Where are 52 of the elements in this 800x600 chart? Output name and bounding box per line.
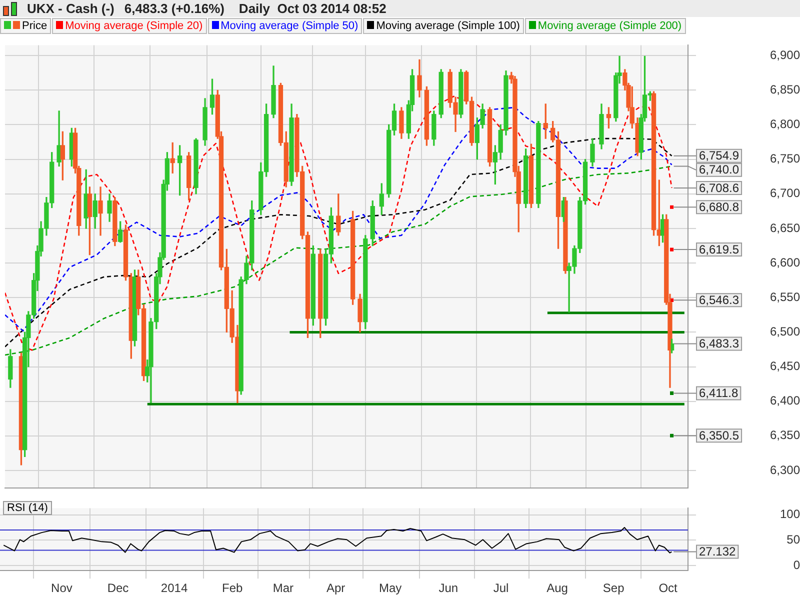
x-tick-label: Sep [602,581,625,596]
y-tick-label: 6,550 [770,290,800,304]
point [670,205,674,209]
y-tick-label: 6,750 [770,152,800,166]
x-tick-label: Nov [51,581,72,596]
x-tick-label: Mar [272,581,294,596]
chart-subtitle: 6,483.3 (+0.16%) Daily Oct 03 2014 08:52 [124,1,386,16]
y-tick-label: 100 [780,507,800,522]
x-tick-label: 2014 [160,581,188,596]
x-tick-label: May [378,581,402,596]
point [670,391,674,395]
y-tick-label: 6,900 [770,48,800,62]
y-tick-label: 6,450 [770,359,800,374]
annotation: 6,546.3 [699,292,740,307]
annotation: 6,680.8 [699,200,740,214]
annotation: 6,708.6 [699,180,740,195]
line-series [5,166,672,356]
annotation: 6,411.8 [699,386,738,400]
y-tick-label: 6,350 [770,428,800,442]
chart-title: RSI (14) [3,501,52,515]
y-tick-label: 6,500 [770,324,800,339]
point [670,434,674,438]
y-tick-label: 6,800 [770,117,800,132]
annotation: 6,483.3 [699,336,740,351]
point [670,248,674,252]
chart-title: UKX - Cash (-) [27,1,114,16]
x-tick-label: Feb [222,581,244,596]
legend-label: Moving average (Simple 100) [376,20,520,32]
x-tick-label: Jun [438,581,458,596]
y-tick-label: 0 [793,558,800,572]
y-tick-label: 50 [786,532,800,546]
x-tick-label: Dec [107,581,129,596]
y-tick-label: 6,700 [770,186,800,200]
legend-label: Price [22,20,48,32]
annotation: 27.132 [699,544,736,559]
annotation: 6,619.5 [699,242,740,256]
annotation: 6,350.5 [699,428,740,442]
line-series [5,138,672,348]
y-tick-label: 6,850 [770,82,800,96]
x-tick-label: Oct [658,581,678,596]
legend-label: Moving average (Simple 200) [538,20,682,32]
y-tick-label: 6,650 [770,220,800,235]
legend-label: Moving average (Simple 50) [220,20,358,32]
x-tick-label: Apr [326,581,346,596]
legend-label: Moving average (Simple 20) [65,20,203,32]
y-tick-label: 6,400 [770,394,800,408]
y-tick-label: 6,600 [770,255,800,270]
x-tick-label: Jul [493,581,509,596]
annotation: 6,740.0 [699,162,740,177]
x-tick-label: Aug [546,581,568,596]
annotation: 6,754.9 [699,148,740,163]
y-tick-label: 6,300 [770,462,800,477]
